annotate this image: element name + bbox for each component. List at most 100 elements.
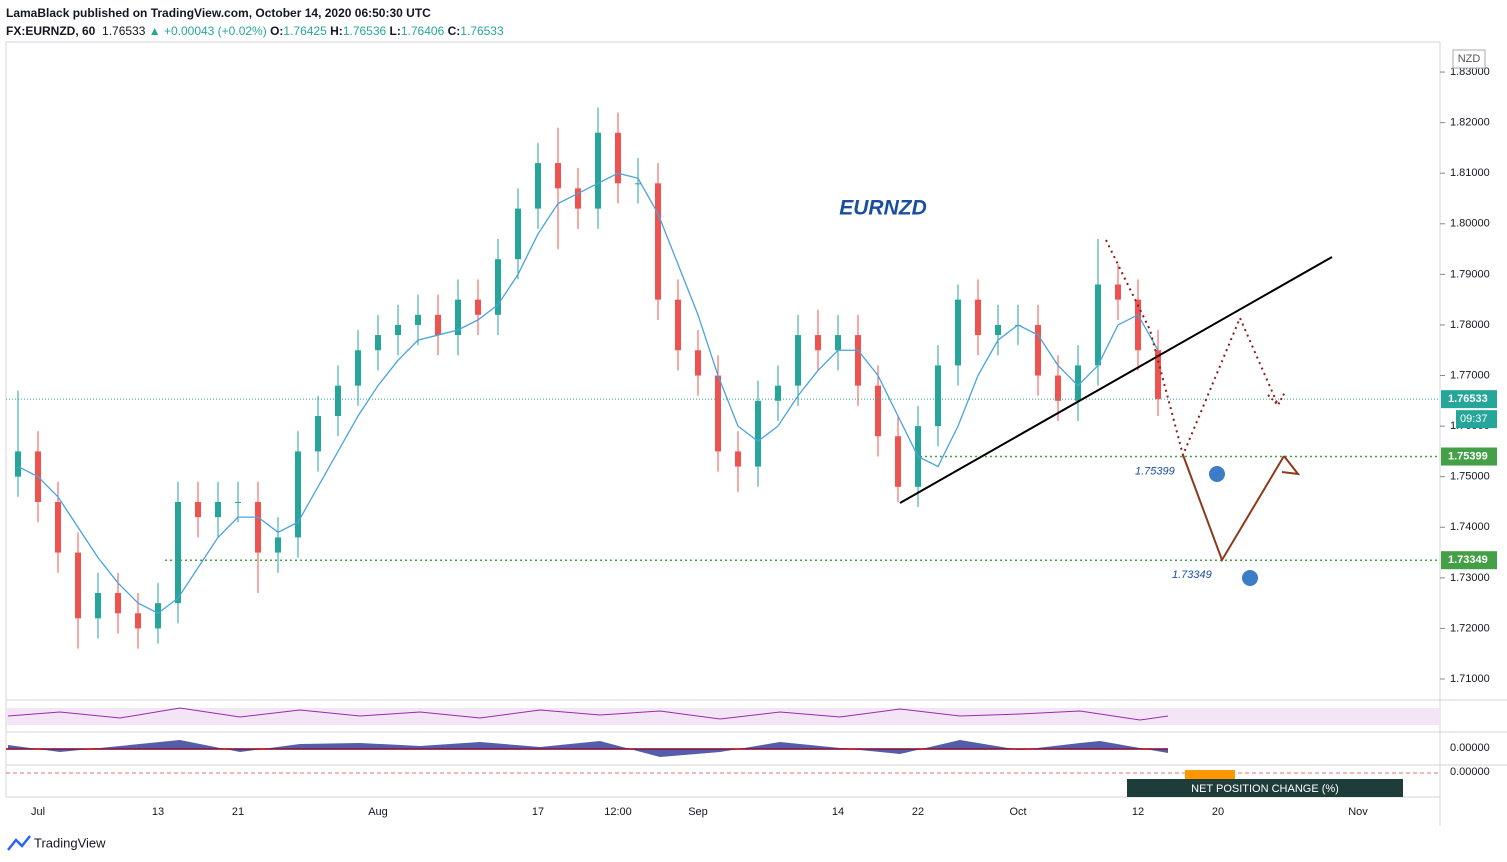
- y-tick-label: 1.83000: [1450, 66, 1490, 78]
- y-tick-label: 1.71000: [1450, 673, 1490, 685]
- header: LamaBlack published on TradingView.com, …: [6, 4, 504, 40]
- body: [995, 324, 1001, 336]
- body: [875, 385, 881, 437]
- countdown: 09:37: [1460, 413, 1488, 425]
- level-label: 1.73349: [1448, 554, 1488, 566]
- chart-title: EURNZD: [839, 197, 927, 220]
- body: [495, 259, 501, 315]
- body: [1115, 284, 1121, 300]
- h-label: H:: [330, 24, 343, 38]
- currency: NZD: [1458, 53, 1481, 65]
- y-tick-label: 1.75000: [1450, 471, 1490, 483]
- body: [1155, 350, 1161, 400]
- y-tick-label: 1.73000: [1450, 572, 1490, 584]
- y-tick-label: 1.74000: [1450, 521, 1490, 533]
- l: 1.76406: [400, 24, 445, 38]
- help-icon[interactable]: [1242, 570, 1258, 586]
- x-tick-label: 20: [1212, 806, 1224, 818]
- body: [755, 400, 761, 467]
- body: [855, 335, 861, 386]
- y-tick-label: 1.81000: [1450, 167, 1490, 179]
- body: [1095, 284, 1101, 366]
- brand: TradingView: [34, 835, 106, 850]
- body: [955, 299, 961, 366]
- level-label: 1.75399: [1448, 450, 1488, 462]
- body: [155, 603, 161, 629]
- body: [455, 299, 461, 336]
- level-box: [1441, 447, 1497, 466]
- countdown-box: [1456, 410, 1497, 429]
- o-label: O:: [270, 24, 284, 38]
- y-tick-label: 1.72000: [1450, 622, 1490, 634]
- y-tick-label: 1.82000: [1450, 117, 1490, 129]
- o: 1.76425: [283, 24, 327, 38]
- body: [795, 335, 801, 386]
- body: [435, 314, 441, 336]
- body: [735, 451, 741, 467]
- y-tick-label: 1.80000: [1450, 218, 1490, 230]
- trend-line: [899, 256, 1333, 504]
- last-price-box: [1441, 390, 1497, 409]
- body: [635, 183, 641, 185]
- l-label: L:: [389, 24, 401, 38]
- body: [75, 552, 81, 619]
- body: [575, 188, 581, 209]
- body: [255, 501, 261, 553]
- x-tick-label: Oct: [1009, 806, 1026, 818]
- body: [655, 183, 661, 300]
- body: [1035, 324, 1041, 376]
- y-tick-label: 1.78000: [1450, 319, 1490, 331]
- body: [15, 451, 21, 477]
- rsi-line: [7, 707, 1169, 721]
- x-tick-label: 17: [532, 806, 544, 818]
- banner-box: [1127, 779, 1403, 797]
- body: [595, 132, 601, 209]
- body: [95, 593, 101, 619]
- body: [275, 537, 281, 553]
- body: [695, 350, 701, 376]
- level-annotation: 1.73349: [1172, 569, 1212, 581]
- body: [895, 436, 901, 487]
- pane-label: 0.00000: [1450, 742, 1490, 754]
- c: 1.76533: [460, 24, 504, 38]
- body: [415, 314, 421, 325]
- x-tick-label: Nov: [1348, 806, 1368, 818]
- arrow-head: [1281, 455, 1301, 476]
- logo: [7, 835, 31, 851]
- body: [555, 163, 561, 189]
- last-price: 1.76533: [1448, 393, 1488, 405]
- body: [295, 451, 301, 538]
- help-icon[interactable]: [1209, 466, 1225, 482]
- c-label: C:: [447, 24, 461, 38]
- body: [195, 501, 201, 518]
- body: [515, 208, 521, 260]
- body: [935, 365, 941, 427]
- y-tick-label: 1.79000: [1450, 268, 1490, 280]
- publisher: LamaBlack published on TradingView.com, …: [6, 6, 431, 20]
- x-tick-label: 22: [912, 806, 924, 818]
- body: [355, 350, 361, 386]
- y-tick-label: 1.77000: [1450, 369, 1490, 381]
- currency-box: [1452, 49, 1486, 69]
- x-tick-label: 14: [832, 806, 844, 818]
- moving-average: [17, 172, 1159, 615]
- body: [175, 501, 181, 604]
- pane-label: 0.00000: [1450, 766, 1490, 778]
- last: 1.76533: [102, 24, 146, 38]
- body: [215, 501, 221, 518]
- body: [1135, 299, 1141, 351]
- body: [135, 613, 141, 629]
- body: [335, 385, 341, 416]
- frame: [5, 41, 1441, 798]
- symbol: FX:EURNZD, 60: [6, 24, 96, 38]
- x-tick-label: Sep: [688, 806, 708, 818]
- level-box: [1441, 551, 1497, 570]
- level-annotation: 1.75399: [1135, 465, 1175, 477]
- x-tick-label: 13: [152, 806, 164, 818]
- body: [375, 335, 381, 351]
- body: [675, 299, 681, 351]
- macd-hist: [8, 740, 1168, 757]
- body: [535, 163, 541, 209]
